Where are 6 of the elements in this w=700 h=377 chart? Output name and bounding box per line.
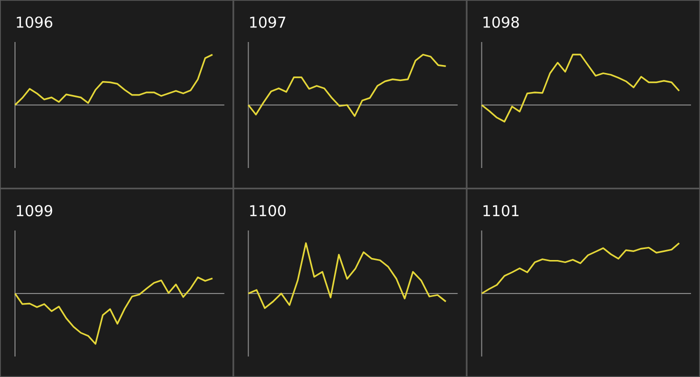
chart-title: 1101 <box>484 205 519 216</box>
chart-title: 1099 <box>16 205 52 216</box>
chart-title: 1096 <box>16 16 52 28</box>
chart-title: 1097 <box>250 16 286 28</box>
chart-title: 1100 <box>250 205 286 216</box>
chart-title: 1098 <box>484 16 519 28</box>
